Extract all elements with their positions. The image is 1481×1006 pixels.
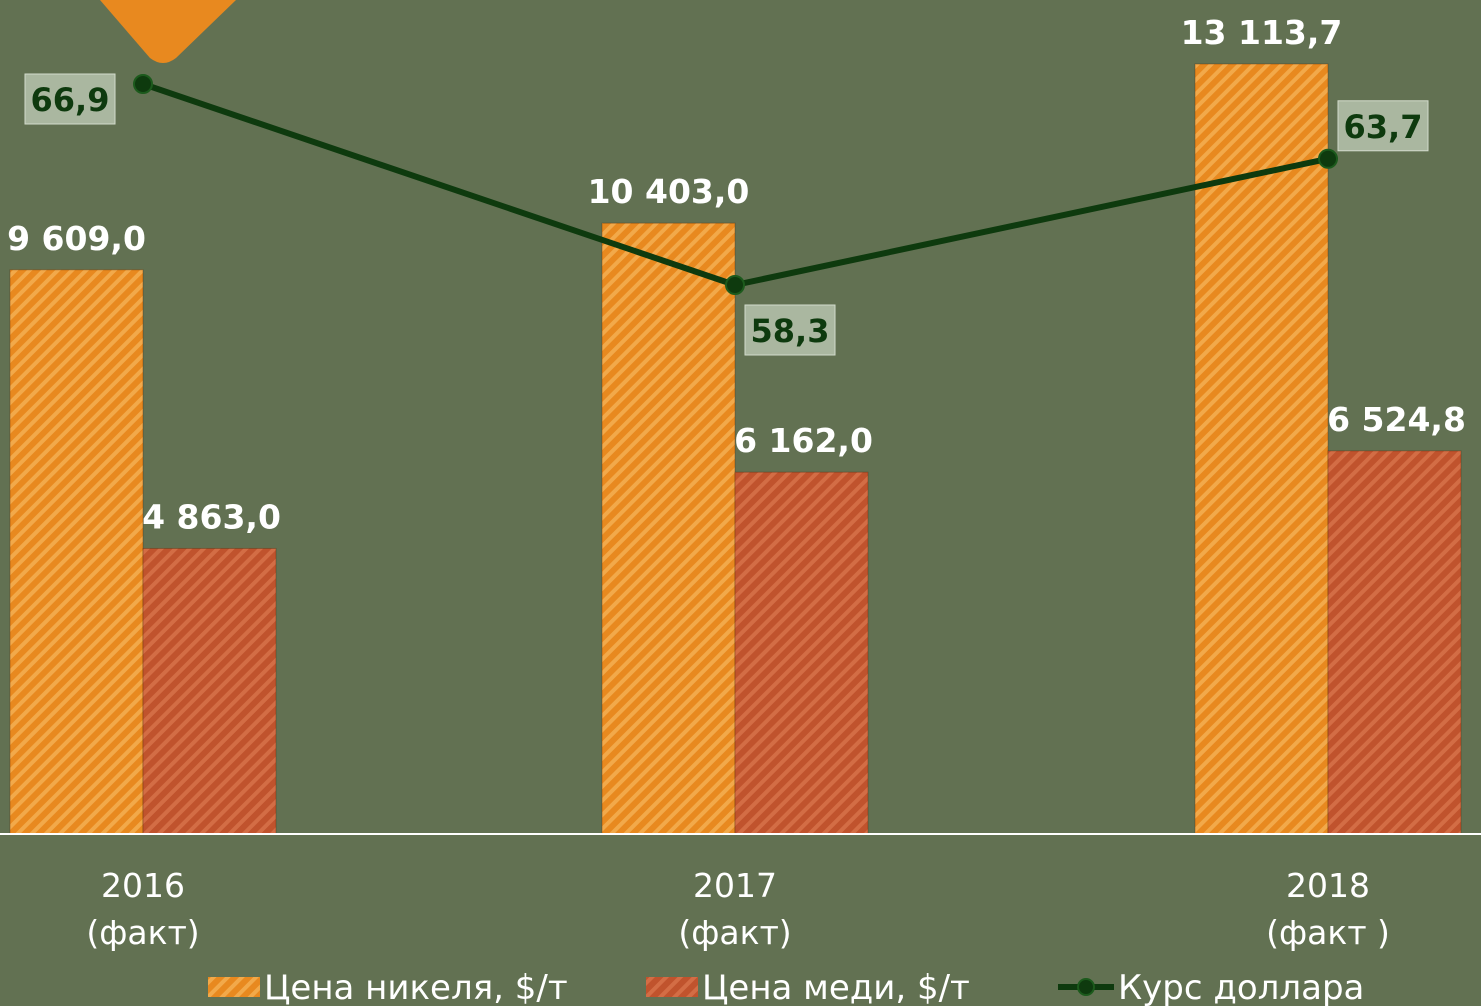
legend-swatch-nickel xyxy=(208,977,260,997)
nickel-bar-0 xyxy=(9,269,144,835)
line-series: 66,9 58,3 63,7 xyxy=(24,73,1429,356)
usd-rate-marker-0 xyxy=(133,74,153,94)
usd-rate-value-label-2: 63,7 xyxy=(1344,108,1423,146)
usd-rate-marker-1 xyxy=(725,275,745,295)
copper-value-label-0: 4 863,0 xyxy=(142,497,281,536)
usd-rate-value-label-0: 66,9 xyxy=(31,81,110,119)
category-label-2-1: (факт ) xyxy=(1266,913,1390,952)
category-label-0-0: 2016 xyxy=(101,866,185,905)
usd-rate-label-box-1 xyxy=(744,304,836,356)
copper-value-label-1: 6 162,0 xyxy=(734,421,873,460)
nickel-bar-1 xyxy=(601,222,736,835)
copper-value-label-2: 6 524,8 xyxy=(1327,400,1466,439)
bar-group xyxy=(9,63,1462,835)
legend-label-usd-rate: Курс доллара xyxy=(1118,968,1364,1006)
category-label-2-0: 2018 xyxy=(1286,866,1370,905)
legend-marker-usd-rate xyxy=(1077,978,1095,996)
legend-label-nickel: Цена никеля, $/т xyxy=(264,968,568,1006)
nickel-value-label-0: 9 609,0 xyxy=(7,219,146,258)
legend-label-copper: Цена меди, $/т xyxy=(702,968,970,1006)
copper-bar-1 xyxy=(734,471,869,835)
nickel-bar-2 xyxy=(1194,63,1329,835)
nickel-value-label-1: 10 403,0 xyxy=(588,172,750,211)
copper-bar-2 xyxy=(1327,450,1462,835)
nickel-value-label-2: 13 113,7 xyxy=(1181,13,1343,52)
usd-rate-label-box-2 xyxy=(1337,100,1429,152)
category-label-1-1: (факт) xyxy=(678,913,791,952)
x-axis-categories: 2016 (факт) 2017 (факт) 2018 (факт ) xyxy=(86,866,1390,952)
usd-rate-marker-2 xyxy=(1318,148,1338,169)
usd-rate-label-box-0 xyxy=(24,73,116,125)
legend-swatch-copper xyxy=(646,977,698,997)
decorative-diamond xyxy=(100,0,236,63)
usd-rate-value-label-1: 58,3 xyxy=(751,312,830,350)
legend: Цена никеля, $/т Цена меди, $/т Курс долла… xyxy=(208,968,1364,1006)
bar-value-labels: 9 609,0 4 863,0 10 403,0 6 162,0 13 113,7 6 5… xyxy=(7,13,1466,536)
copper-bar-0 xyxy=(142,547,277,835)
category-label-0-1: (факт) xyxy=(86,913,199,952)
category-label-1-0: 2017 xyxy=(693,866,777,905)
